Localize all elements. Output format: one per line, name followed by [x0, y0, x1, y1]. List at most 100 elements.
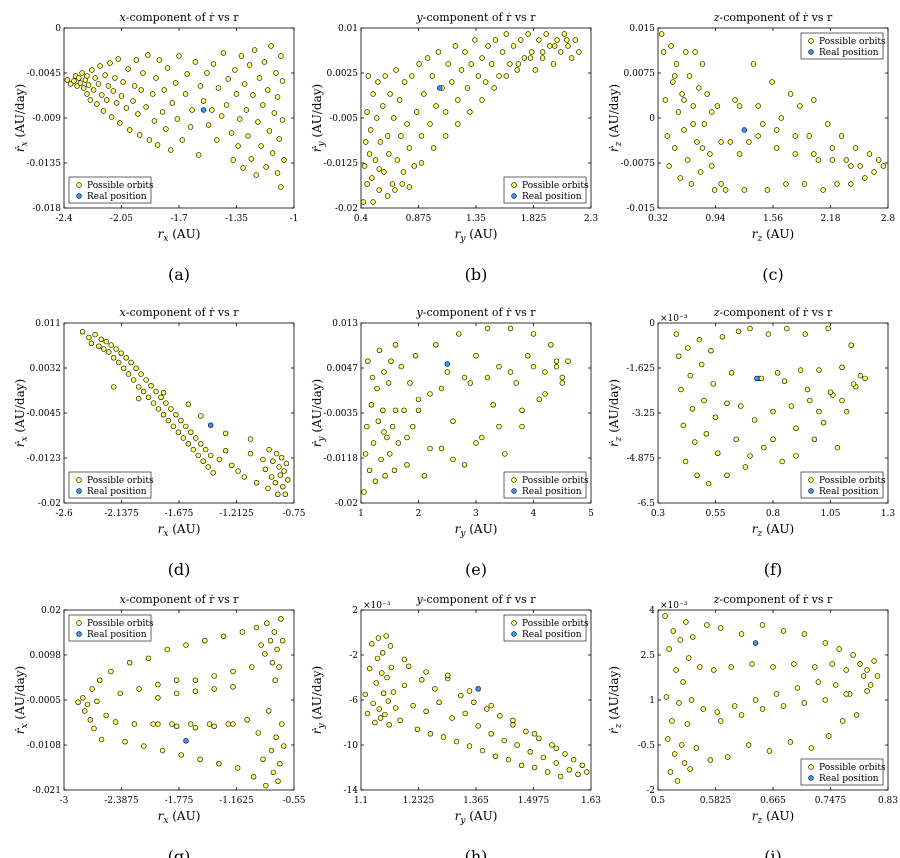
- x-axis-label: rx (AU): [158, 522, 201, 539]
- possible-orbit-point: [110, 384, 117, 390]
- possible-orbit-point: [829, 661, 835, 667]
- possible-orbit-point: [372, 719, 378, 726]
- y-tick-label: -0.5: [638, 741, 656, 751]
- possible-orbit-point: [391, 115, 397, 121]
- possible-orbit-point: [130, 98, 136, 104]
- possible-orbit-point: [108, 342, 114, 348]
- possible-orbit-point: [158, 394, 164, 400]
- panel-title-italic: y: [416, 593, 424, 606]
- possible-orbit-point: [507, 61, 513, 67]
- legend-marker: [511, 488, 517, 494]
- possible-orbit-point: [389, 181, 396, 187]
- possible-orbit-point: [735, 328, 742, 334]
- y-tick-label: -10: [344, 741, 359, 751]
- legend-label: Possible orbits: [522, 181, 589, 191]
- legend-label: Possible orbits: [87, 476, 154, 486]
- possible-orbit-point: [468, 61, 474, 67]
- y-tick-label: -14: [344, 786, 359, 796]
- possible-orbit-point: [216, 760, 222, 767]
- possible-orbit-point: [277, 760, 283, 767]
- possible-orbit-point: [410, 702, 416, 709]
- possible-orbit-point: [418, 160, 425, 166]
- x-axis-label-part-0: r: [752, 522, 759, 536]
- x-axis-label-part-2: (AU): [168, 227, 200, 241]
- possible-orbit-point: [182, 91, 189, 97]
- panel-title: x-component of ṙ vs r: [120, 11, 240, 24]
- possible-orbit-point: [145, 655, 152, 661]
- possible-orbit-point: [677, 637, 683, 643]
- possible-orbit-point: [376, 187, 382, 193]
- possible-orbit-point: [728, 370, 735, 376]
- possible-orbit-point: [452, 43, 459, 49]
- y-axis-label: ṙz (AU/day): [607, 666, 624, 734]
- possible-orbit-point: [576, 49, 582, 55]
- possible-orbit-point: [479, 747, 486, 754]
- possible-orbit-point: [450, 418, 456, 424]
- possible-orbit-point: [108, 114, 115, 120]
- possible-orbit-point: [163, 126, 169, 132]
- y-axis-label: ṙx (AU/day): [13, 666, 30, 734]
- possible-orbit-point: [80, 85, 87, 91]
- y-tick-label: 0.01: [338, 24, 358, 34]
- possible-orbit-point: [880, 163, 887, 169]
- x-tick-label: 1.35: [466, 214, 486, 224]
- possible-orbit-point: [180, 435, 187, 441]
- possible-orbit-point: [100, 108, 107, 114]
- possible-orbit-point: [815, 157, 822, 163]
- x-axis-label-part-2: (AU): [168, 522, 200, 536]
- possible-orbit-point: [764, 187, 771, 193]
- possible-orbit-point: [503, 73, 509, 79]
- legend-marker: [76, 620, 82, 626]
- possible-orbit-point: [745, 742, 752, 748]
- possible-orbit-point: [150, 400, 157, 406]
- x-axis-label: rz (AU): [752, 809, 794, 826]
- possible-orbit-point: [254, 480, 260, 486]
- y-tick-label: -0.02: [335, 499, 358, 509]
- legend-label: Possible orbits: [87, 181, 154, 191]
- possible-orbit-point: [268, 474, 275, 480]
- possible-orbit-point: [458, 67, 465, 73]
- possible-orbit-point: [94, 698, 100, 704]
- possible-orbit-point: [531, 731, 538, 737]
- possible-orbit-point: [145, 394, 152, 400]
- possible-orbit-point: [195, 452, 202, 459]
- y-axis-label-part-2: (AU/day): [310, 84, 324, 142]
- possible-orbit-point: [228, 130, 235, 136]
- possible-orbit-point: [97, 63, 103, 69]
- x-tick-label: 1: [358, 509, 364, 519]
- possible-orbit-point: [518, 37, 524, 43]
- possible-orbit-point: [834, 444, 841, 451]
- x-tick-label: 0.875: [406, 214, 432, 224]
- possible-orbit-point: [151, 118, 158, 124]
- possible-orbit-point: [747, 325, 753, 332]
- possible-orbit-point: [256, 75, 263, 81]
- y-axis-label-part-2: (AU/day): [13, 666, 27, 724]
- possible-orbit-point: [553, 745, 559, 752]
- possible-orbit-point: [230, 721, 236, 727]
- possible-orbit-point: [381, 429, 387, 435]
- possible-orbit-point: [385, 380, 392, 386]
- x-tick-label: 0.7475: [815, 796, 847, 806]
- possible-orbit-point: [693, 745, 699, 751]
- x-tick-label: -3: [60, 796, 69, 806]
- possible-orbit-point: [461, 374, 468, 381]
- possible-orbit-point: [549, 742, 555, 748]
- possible-orbit-point: [507, 325, 514, 332]
- possible-orbit-point: [565, 43, 571, 49]
- possible-orbit-point: [366, 467, 373, 473]
- possible-orbit-point: [829, 145, 836, 151]
- possible-orbit-point: [507, 369, 514, 375]
- possible-orbit-point: [848, 342, 854, 348]
- possible-orbit-point: [115, 56, 121, 62]
- possible-orbit-point: [783, 181, 789, 187]
- x-axis-label-part-1: y: [459, 529, 466, 539]
- x-axis-label-part-0: r: [158, 227, 165, 241]
- possible-orbit-point: [249, 664, 255, 670]
- panel-a: -2.4 -2.05 -1.7 -1.35 -1 0 -0.0045 -0.009 -0.013…: [13, 11, 298, 284]
- possible-orbit-point: [742, 464, 749, 470]
- panel-caption: (e): [465, 560, 487, 579]
- possible-orbit-point: [96, 677, 103, 683]
- possible-orbit-point: [829, 157, 836, 163]
- possible-orbit-point: [684, 157, 691, 163]
- possible-orbit-point: [850, 652, 856, 658]
